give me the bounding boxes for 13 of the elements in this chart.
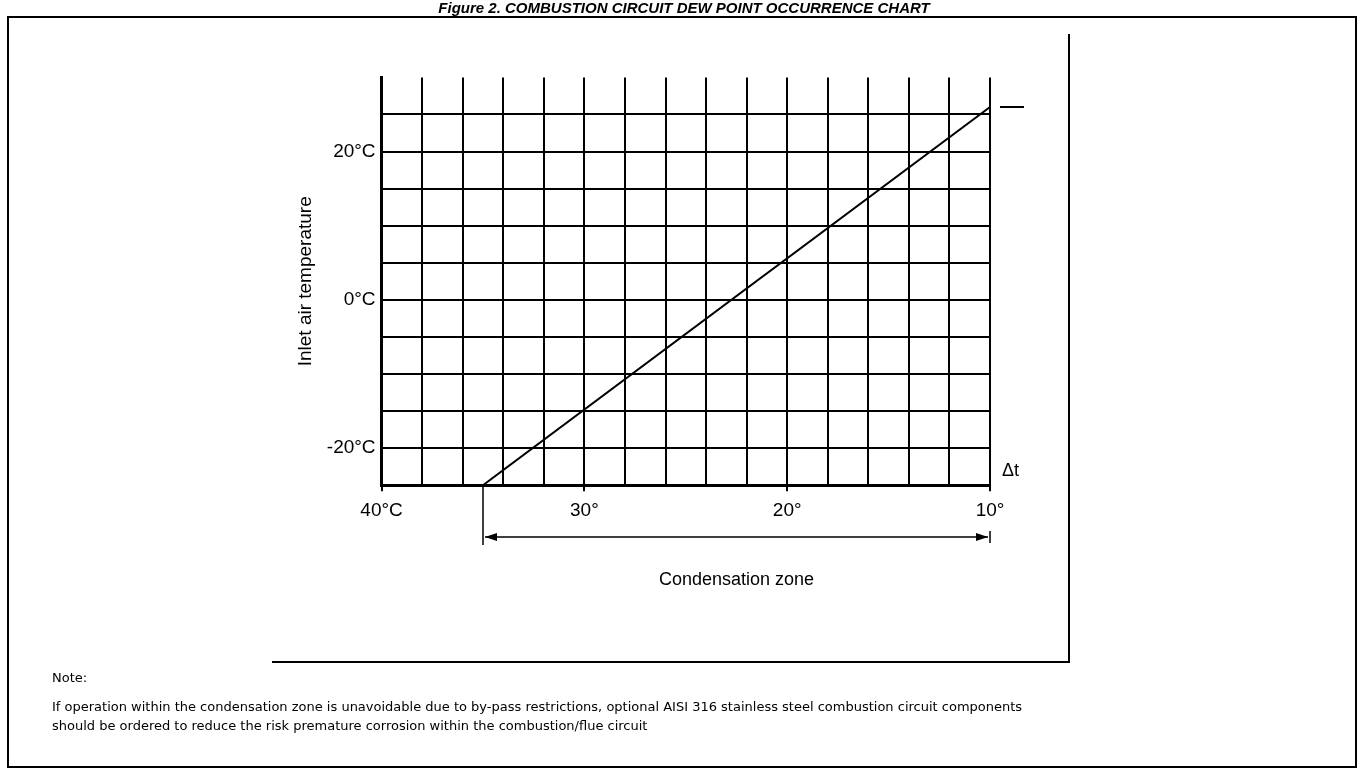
- y-tick-label: 20°C: [333, 139, 376, 161]
- x-axis-title: Δt: [1002, 460, 1020, 481]
- x-tick-label: 30°: [570, 498, 599, 520]
- text: If operation within the condensation zone is unavoidable due to by-pass restrictions, optional AISI 316 stainless steel combustion circuit components should be ordered to reduce the risk premature corrosion within the combustion/flue circuit: [52, 698, 1024, 735]
- text: Note:: [52, 669, 89, 687]
- y-tick-label: -20°C: [326, 436, 376, 458]
- text: Condensation zone: [658, 569, 815, 591]
- chart-title: Figure 2. COMBUSTION CIRCUIT DEW POINT OCCURRENCE CHART: [437, 0, 932, 16]
- x-tick-label: 20°: [772, 498, 802, 520]
- y-tick-label: 0°C: [343, 288, 376, 310]
- x-tick-label: 40°C: [360, 498, 403, 520]
- x-tick-label: 10°: [975, 498, 1005, 520]
- y-axis-title: Inlet air temperature: [293, 196, 315, 367]
